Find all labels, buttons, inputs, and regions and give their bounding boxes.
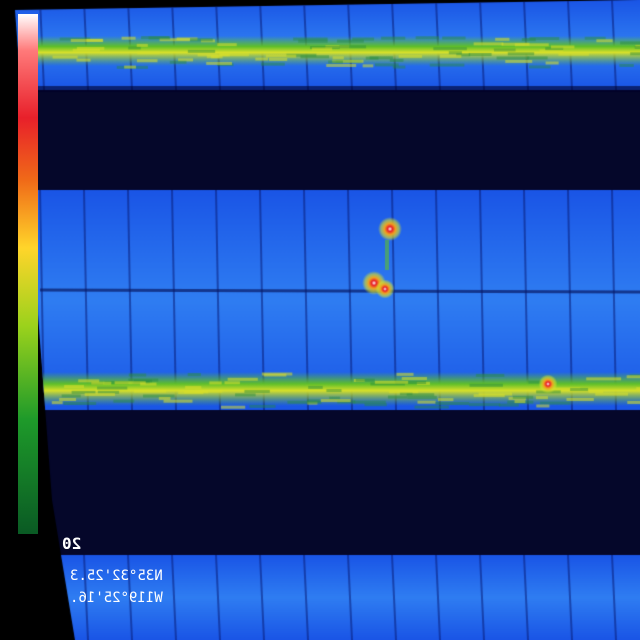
gps-latitude-text: N35°32'25.3	[70, 568, 163, 584]
temperature-scale-bar	[18, 14, 38, 534]
overlay-fragment-text: 20	[62, 536, 81, 552]
gps-longitude-text: W119°25'16.	[70, 590, 163, 606]
